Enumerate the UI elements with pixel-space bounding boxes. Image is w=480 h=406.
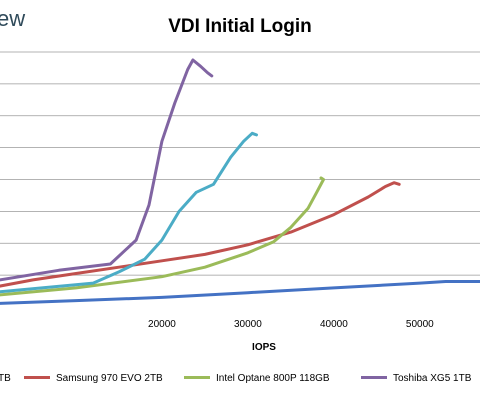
legend: TB Samsung 970 EVO 2TB Intel Optane 800P 1… xyxy=(0,373,472,384)
series-line-3 xyxy=(0,131,258,294)
series-line-1 xyxy=(0,181,401,288)
series-line-0 xyxy=(0,280,480,305)
series-lines xyxy=(0,58,480,305)
x-tick-label: 20000 xyxy=(148,319,176,330)
logo-text: ew xyxy=(0,6,25,31)
legend-label: Toshiba XG5 1TB xyxy=(393,373,472,384)
x-tick-label: 40000 xyxy=(320,319,348,330)
legend-label: Samsung 970 EVO 2TB xyxy=(56,373,163,384)
chart-title: VDI Initial Login xyxy=(168,16,312,37)
x-tick-label: 30000 xyxy=(234,319,262,330)
gridlines xyxy=(0,51,480,276)
legend-label: TB xyxy=(0,373,11,384)
series-line-4 xyxy=(0,58,214,282)
series-line-2 xyxy=(0,176,325,297)
legend-label: Intel Optane 800P 118GB xyxy=(216,373,330,384)
x-tick-label: 50000 xyxy=(406,319,434,330)
x-axis-title: IOPS xyxy=(252,342,276,353)
x-tick-labels: 020000300004000050000 xyxy=(148,319,434,330)
